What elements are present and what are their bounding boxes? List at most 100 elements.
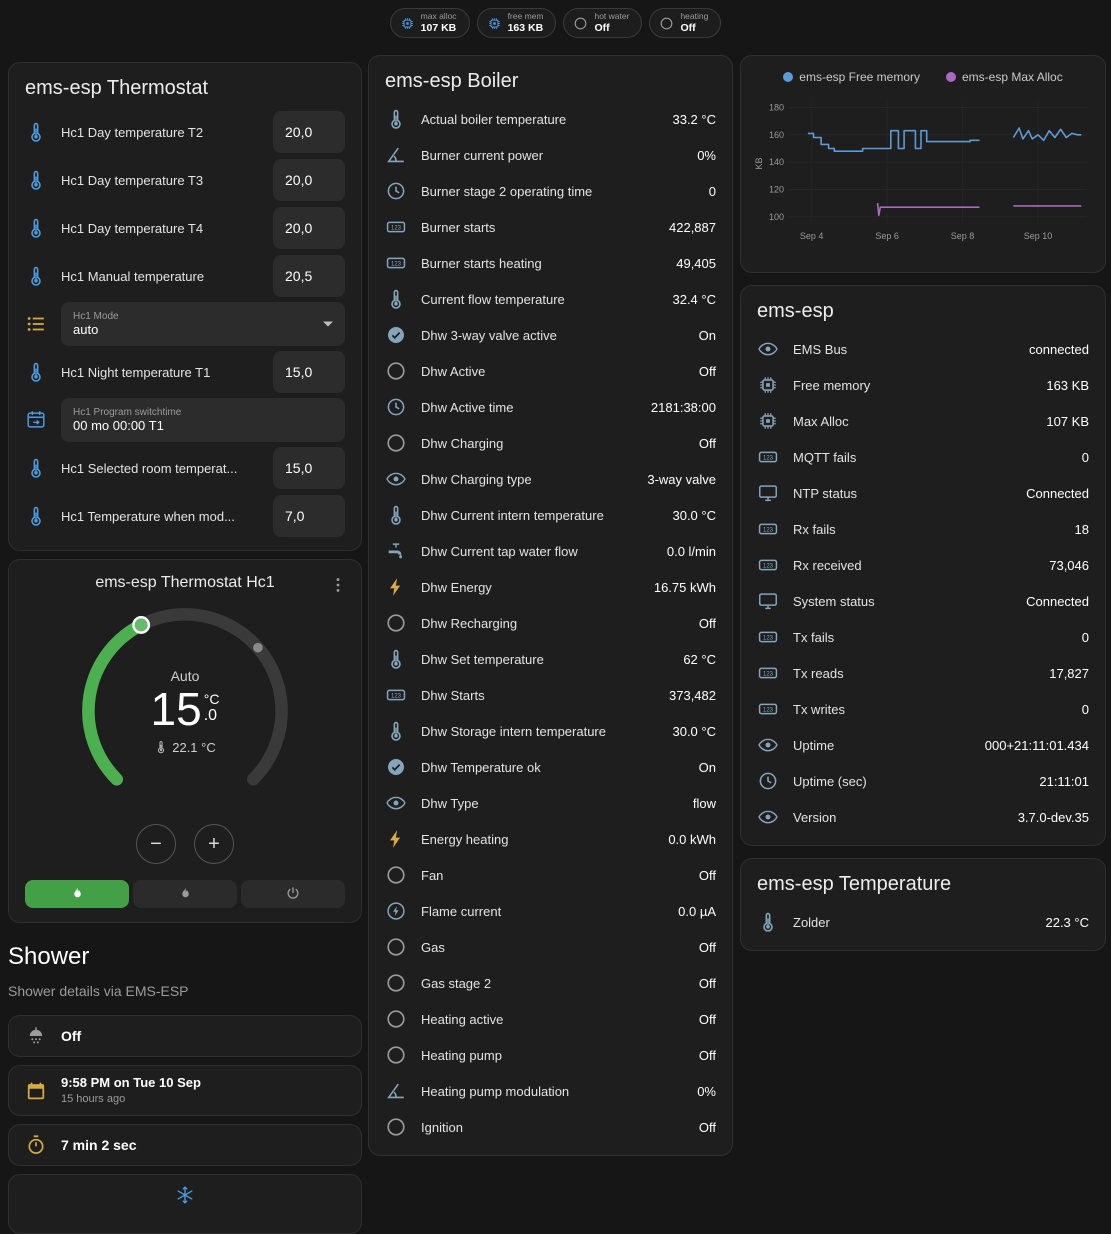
entity-value: 62 °C bbox=[683, 651, 716, 667]
number-input[interactable]: 15,0 bbox=[273, 447, 345, 489]
hvac-mode-auto-button[interactable] bbox=[25, 880, 129, 908]
device-rows: EMS Bus connected Free memory 163 KB Max… bbox=[757, 331, 1089, 835]
entity-row[interactable]: Free memory 163 KB bbox=[757, 367, 1089, 403]
circle-icon bbox=[385, 1044, 407, 1066]
entity-row[interactable]: Version 3.7.0-dev.35 bbox=[757, 799, 1089, 835]
dial-arc[interactable] bbox=[72, 598, 298, 824]
entity-value: Off bbox=[698, 1047, 716, 1063]
entity-row[interactable]: Gas Off bbox=[385, 929, 716, 965]
monitor-icon bbox=[757, 590, 779, 612]
entity-row[interactable]: Heating pump Off bbox=[385, 1037, 716, 1073]
entity-row[interactable]: Fan Off bbox=[385, 857, 716, 893]
shower-state-card[interactable]: Off bbox=[8, 1015, 362, 1057]
entity-row[interactable]: Current flow temperature 32.4 °C bbox=[385, 281, 716, 317]
entity-value: Off bbox=[698, 363, 716, 379]
entity-value: 0.0 µA bbox=[678, 903, 716, 919]
mode-select[interactable]: Hc1 Mode auto bbox=[61, 302, 345, 346]
entity-row[interactable]: Dhw Recharging Off bbox=[385, 605, 716, 641]
entity-row[interactable]: Heating pump modulation 0% bbox=[385, 1073, 716, 1109]
entity-row[interactable]: Uptime (sec) 21:11:01 bbox=[757, 763, 1089, 799]
entity-row[interactable]: 123 Rx fails 18 bbox=[757, 511, 1089, 547]
entity-row[interactable]: Energy heating 0.0 kWh bbox=[385, 821, 716, 857]
entity-row[interactable]: 123 MQTT fails 0 bbox=[757, 439, 1089, 475]
entity-row[interactable]: 123 Tx writes 0 bbox=[757, 691, 1089, 727]
dial-handle[interactable] bbox=[132, 616, 151, 634]
entity-row[interactable]: Dhw Active time 2181:38:00 bbox=[385, 389, 716, 425]
entity-label: Dhw Type bbox=[421, 795, 479, 811]
decrease-temp-button[interactable]: − bbox=[136, 824, 176, 864]
entity-row[interactable]: Dhw Set temperature 62 °C bbox=[385, 641, 716, 677]
legend-label: ems-esp Free memory bbox=[799, 70, 920, 84]
entity-row[interactable]: Zolder 22.3 °C bbox=[757, 904, 1089, 940]
entity-row[interactable]: 123 Tx reads 17,827 bbox=[757, 655, 1089, 691]
entity-row[interactable]: Dhw Current intern temperature 30.0 °C bbox=[385, 497, 716, 533]
badge-hot-water[interactable]: hot water Off bbox=[563, 8, 643, 38]
entity-row[interactable]: Max Alloc 107 KB bbox=[757, 403, 1089, 439]
entity-row[interactable]: Dhw Storage intern temperature 30.0 °C bbox=[385, 713, 716, 749]
entity-value: 33.2 °C bbox=[672, 111, 716, 127]
badge-heating[interactable]: heating Off bbox=[649, 8, 722, 38]
entity-row[interactable]: Dhw Temperature ok On bbox=[385, 749, 716, 785]
entity-label: Hc1 Day temperature T4 bbox=[61, 220, 204, 236]
number-input[interactable]: 20,0 bbox=[273, 207, 345, 249]
legend-item[interactable]: ems-esp Free memory bbox=[783, 70, 920, 84]
number-input[interactable]: 7,0 bbox=[273, 495, 345, 537]
entity-row[interactable]: Dhw 3-way valve active On bbox=[385, 317, 716, 353]
entity-row[interactable]: Dhw Charging type 3-way valve bbox=[385, 461, 716, 497]
text-input[interactable]: Hc1 Program switchtime 00 mo 00:00 T1 bbox=[61, 398, 345, 442]
entity-label: Energy heating bbox=[421, 831, 509, 847]
temperature-rows: Zolder 22.3 °C bbox=[757, 904, 1089, 940]
entity-row[interactable]: Ignition Off bbox=[385, 1109, 716, 1145]
hvac-mode-off-button[interactable] bbox=[241, 880, 345, 908]
badge-free-mem[interactable]: free mem 163 KB bbox=[476, 8, 557, 38]
entity-label: MQTT fails bbox=[793, 449, 857, 465]
entity-row[interactable]: EMS Bus connected bbox=[757, 331, 1089, 367]
number-input[interactable]: 20,0 bbox=[273, 159, 345, 201]
shower-duration-card[interactable]: 7 min 2 sec bbox=[8, 1124, 362, 1167]
entity-row[interactable]: Heating active Off bbox=[385, 1001, 716, 1037]
number-input[interactable]: 15,0 bbox=[273, 351, 345, 393]
entity-row[interactable]: 123 Rx received 73,046 bbox=[757, 547, 1089, 583]
entity-label: Hc1 Selected room temperat... bbox=[61, 460, 238, 476]
svg-text:123: 123 bbox=[391, 261, 402, 267]
entity-row[interactable]: Dhw Active Off bbox=[385, 353, 716, 389]
shower-last-card[interactable]: 9:58 PM on Tue 10 Sep 15 hours ago bbox=[8, 1065, 362, 1117]
increase-temp-button[interactable]: + bbox=[194, 824, 234, 864]
legend-item[interactable]: ems-esp Max Alloc bbox=[946, 70, 1063, 84]
entity-row[interactable]: Flame current 0.0 µA bbox=[385, 893, 716, 929]
entity-row[interactable]: Actual boiler temperature 33.2 °C bbox=[385, 101, 716, 137]
entity-row[interactable]: Uptime 000+21:11:01.434 bbox=[757, 727, 1089, 763]
memory-history-chart-card: ems-esp Free memory ems-esp Max Alloc 10… bbox=[740, 55, 1106, 273]
entity-row[interactable]: Gas stage 2 Off bbox=[385, 965, 716, 1001]
boiler-rows: Actual boiler temperature 33.2 °C Burner… bbox=[385, 101, 716, 1145]
entity-row[interactable]: Burner current power 0% bbox=[385, 137, 716, 173]
field-value: 00 mo 00:00 T1 bbox=[73, 418, 164, 433]
svg-text:Sep 6: Sep 6 bbox=[875, 231, 899, 241]
hvac-mode-heat-button[interactable] bbox=[133, 880, 237, 908]
number-input[interactable]: 20,0 bbox=[273, 111, 345, 153]
entity-label: Rx received bbox=[793, 557, 862, 573]
entity-row[interactable]: 123 Tx fails 0 bbox=[757, 619, 1089, 655]
entity-row[interactable]: Dhw Charging Off bbox=[385, 425, 716, 461]
number-input[interactable]: 20,5 bbox=[273, 255, 345, 297]
entity-row[interactable]: NTP status Connected bbox=[757, 475, 1089, 511]
svg-text:Sep 4: Sep 4 bbox=[800, 231, 824, 241]
entity-row[interactable]: 123 Burner starts heating 49,405 bbox=[385, 245, 716, 281]
more-menu-button[interactable] bbox=[325, 572, 351, 598]
entity-row[interactable]: 123 Burner starts 422,887 bbox=[385, 209, 716, 245]
entity-value: 30.0 °C bbox=[672, 723, 716, 739]
entity-row[interactable]: System status Connected bbox=[757, 583, 1089, 619]
entity-row[interactable]: Dhw Type flow bbox=[385, 785, 716, 821]
entity-label: Dhw Charging bbox=[421, 435, 504, 451]
entity-row[interactable]: Dhw Current tap water flow 0.0 l/min bbox=[385, 533, 716, 569]
svg-text:123: 123 bbox=[391, 693, 402, 699]
entity-row[interactable]: 123 Dhw Starts 373,482 bbox=[385, 677, 716, 713]
shower-icon bbox=[25, 1025, 47, 1047]
badge-max-alloc[interactable]: max alloc 107 KB bbox=[389, 8, 470, 38]
entity-value: 0% bbox=[697, 147, 716, 163]
climate-preview-card[interactable] bbox=[8, 1174, 362, 1234]
temperature-stepper: − + bbox=[25, 824, 345, 864]
entity-row[interactable]: Burner stage 2 operating time 0 bbox=[385, 173, 716, 209]
entity-row[interactable]: Dhw Energy 16.75 kWh bbox=[385, 569, 716, 605]
thermostat-dial[interactable]: Auto 15 °C .0 22.1 °C bbox=[72, 598, 298, 824]
